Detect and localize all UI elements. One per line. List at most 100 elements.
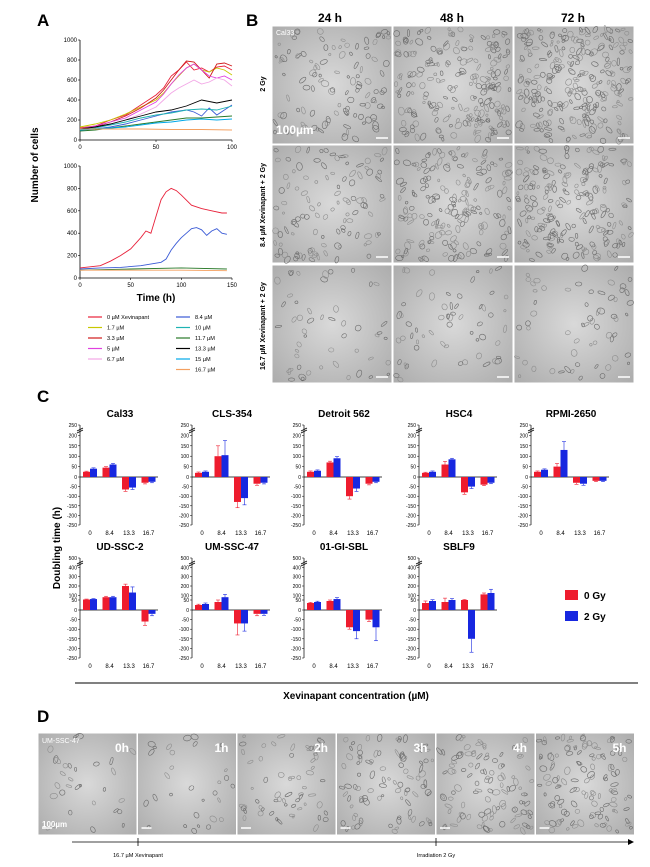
bar-xtick: 8.4 bbox=[556, 531, 565, 537]
bar-ytick: 500 bbox=[408, 556, 417, 562]
bar-ytick: 50 bbox=[522, 465, 528, 471]
bar bbox=[234, 477, 241, 502]
bar-ytick: -150 bbox=[179, 504, 189, 510]
bar-ytick: 250 bbox=[520, 423, 529, 429]
chart-a2-xtick: 0 bbox=[78, 283, 82, 289]
bar-xtick: 16.7 bbox=[367, 531, 379, 537]
bar bbox=[83, 600, 90, 610]
chart-a2-series-line bbox=[80, 228, 227, 269]
chart-a2-ytick: 200 bbox=[67, 254, 78, 260]
bar-ytick: -250 bbox=[67, 656, 77, 662]
bar-xtick: 0 bbox=[200, 664, 204, 670]
bar bbox=[422, 603, 429, 610]
bar-xtick: 0 bbox=[200, 531, 204, 537]
bar bbox=[261, 610, 268, 614]
bar-xtick: 0 bbox=[88, 531, 92, 537]
chart-a2-ytick: 800 bbox=[67, 186, 78, 192]
legend-label: 13.3 µM bbox=[195, 347, 216, 353]
bar-xtick: 8.4 bbox=[217, 664, 226, 670]
cellline-label: Cal33 bbox=[276, 30, 294, 37]
bar-ytick: -150 bbox=[518, 504, 528, 510]
chart-a2-xtick: 50 bbox=[127, 283, 134, 289]
bar-xtick: 13.3 bbox=[347, 531, 359, 537]
bar-ytick: 0 bbox=[413, 608, 416, 614]
micrograph bbox=[272, 265, 392, 383]
bar bbox=[334, 458, 341, 477]
bar-xtick: 8.4 bbox=[444, 531, 453, 537]
bar bbox=[110, 597, 117, 610]
bar-chart: Cal33250200150100500-50-100-150-200-2500… bbox=[67, 409, 158, 537]
panel-label-c: C bbox=[37, 387, 49, 406]
bar-ytick: -50 bbox=[294, 485, 301, 491]
bar-ytick: 50 bbox=[71, 465, 77, 471]
bar-ytick: -50 bbox=[70, 485, 77, 491]
bar-ytick: 0 bbox=[74, 608, 77, 614]
legend-label: 0 µM Xevinapant bbox=[107, 315, 150, 321]
panel-a-legend: 0 µM Xevinapant1.7 µM3.3 µM5 µM6.7 µM8.4… bbox=[88, 315, 216, 374]
bar-ytick: 50 bbox=[410, 598, 416, 604]
bar-ytick: -100 bbox=[518, 494, 528, 500]
time-label-24h: 24 h bbox=[318, 11, 342, 25]
panel-d: 0h 1h 2h 3h 4h 5h UM-SSC-47 100µm 16.7 µM Xev… bbox=[38, 733, 635, 859]
chart-a2-xtick: 150 bbox=[227, 283, 238, 289]
bar bbox=[346, 477, 353, 496]
bar-ytick: -50 bbox=[521, 485, 528, 491]
panel-a-ylabel: Number of cells bbox=[30, 127, 41, 202]
bar bbox=[488, 593, 495, 610]
micrograph bbox=[393, 145, 513, 263]
bar-chart: UM-SSC-47500400300200100500-50-100-150-2… bbox=[179, 542, 270, 670]
bar-ytick: -250 bbox=[179, 523, 189, 529]
bar-ytick: -150 bbox=[179, 637, 189, 643]
bar bbox=[580, 477, 587, 484]
timelapse-strip: 0h 1h 2h 3h 4h 5h bbox=[38, 733, 635, 835]
bar bbox=[461, 477, 468, 492]
bar-xtick: 16.7 bbox=[482, 664, 494, 670]
bar bbox=[366, 610, 373, 620]
bar-ytick: -150 bbox=[67, 637, 77, 643]
micrograph bbox=[514, 264, 634, 383]
bar bbox=[202, 472, 209, 477]
bar-xtick: 16.7 bbox=[255, 531, 267, 537]
chart-a1-series-line bbox=[80, 106, 232, 130]
scale-label: 100µm bbox=[276, 123, 314, 137]
bar-ytick: -150 bbox=[406, 637, 416, 643]
bar bbox=[600, 477, 607, 481]
chart-a2-series-line bbox=[80, 188, 227, 268]
bar-ytick: 0 bbox=[525, 475, 528, 481]
bar bbox=[353, 610, 360, 631]
bar-ytick: -50 bbox=[294, 618, 301, 624]
bar-ytick: 300 bbox=[69, 575, 78, 581]
legend-label: 10 µM bbox=[195, 326, 211, 332]
bar bbox=[234, 610, 241, 623]
bar-ytick: -250 bbox=[406, 523, 416, 529]
bar-ytick: -250 bbox=[291, 656, 301, 662]
bar-ytick: 0 bbox=[186, 475, 189, 481]
bar-ytick: -150 bbox=[67, 504, 77, 510]
legend-0gy: 0 Gy bbox=[584, 591, 606, 602]
chart-a1-ytick: 600 bbox=[67, 78, 78, 84]
bar bbox=[307, 603, 314, 610]
micrograph bbox=[393, 265, 513, 383]
bar-xtick: 16.7 bbox=[143, 531, 155, 537]
chart-a2-xtick: 100 bbox=[176, 283, 187, 289]
bar-chart-title: Detroit 562 bbox=[318, 409, 370, 420]
bar-xtick: 13.3 bbox=[462, 664, 474, 670]
bar-ytick: -50 bbox=[409, 485, 416, 491]
bar-chart: HSC4250200150100500-50-100-150-200-2500 8… bbox=[406, 409, 497, 537]
bar-chart: UD-SSC-2500400300200100500-50-100-150-20… bbox=[67, 542, 158, 670]
bar bbox=[429, 601, 436, 610]
bar-ytick: 200 bbox=[293, 433, 302, 439]
bar bbox=[468, 610, 475, 639]
bar-ytick: 150 bbox=[181, 444, 190, 450]
bar-chart: RPMI-2650 250 200 150 100 50 0 -50 -100 -150 -200 -… bbox=[518, 409, 609, 537]
bar-xtick: 0 bbox=[427, 531, 431, 537]
bar-ytick: 0 bbox=[298, 608, 301, 614]
frame-time: 2h bbox=[314, 741, 328, 755]
bar-chart: 01-GI-SBL500400300200100500-50-100-150-2… bbox=[291, 542, 382, 670]
legend-label: 5 µM bbox=[107, 347, 120, 353]
bar-ytick: -150 bbox=[406, 504, 416, 510]
panel-label-d: D bbox=[37, 707, 49, 726]
bar-ytick: -250 bbox=[406, 656, 416, 662]
bar-ytick: -250 bbox=[67, 523, 77, 529]
bar-xtick: 0 bbox=[312, 664, 316, 670]
